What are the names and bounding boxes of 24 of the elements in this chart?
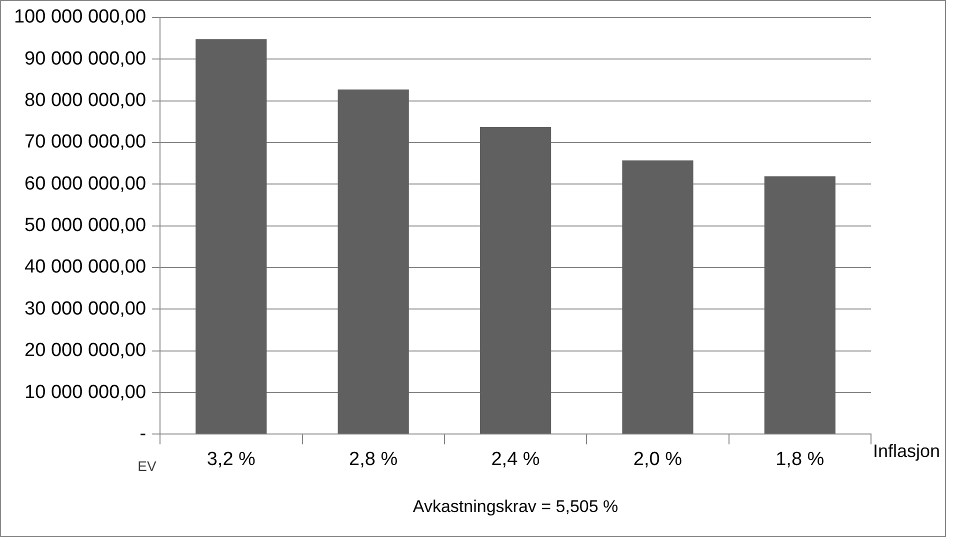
y-tick-label: 90 000 000,00	[24, 48, 146, 70]
y-axis-title: EV	[138, 458, 157, 474]
bar	[622, 160, 694, 434]
x-tick-label: 2,0 %	[633, 448, 682, 470]
text: Avkastningskrav = 5,505 %	[412, 496, 618, 516]
x-axis-title: Inflasjon	[873, 441, 940, 462]
y-tick-label: 50 000 000,00	[24, 215, 146, 236]
y-tick-label: 40 000 000,00	[24, 256, 146, 278]
x-tick-label: 2,8 %	[349, 448, 398, 470]
y-tick-label: -	[140, 423, 146, 444]
bar	[196, 39, 267, 434]
y-tick-label: 60 000 000,00	[24, 173, 146, 194]
y-tick-label: 70 000 000,00	[24, 132, 146, 153]
bar	[764, 176, 836, 434]
x-tick-label: 3,2 %	[206, 448, 256, 470]
x-tick-label: 2,4 %	[491, 448, 540, 470]
y-tick-label: 30 000 000,00	[24, 298, 146, 320]
bar	[338, 90, 409, 434]
y-tick-label: 100 000 000,00	[14, 6, 146, 28]
bar	[480, 127, 552, 434]
x-tick-label: 1,8 %	[776, 448, 824, 470]
y-tick-label: 10 000 000,00	[24, 382, 146, 403]
y-tick-label: 20 000 000,00	[24, 340, 146, 362]
y-tick-label: 80 000 000,00	[24, 90, 146, 111]
